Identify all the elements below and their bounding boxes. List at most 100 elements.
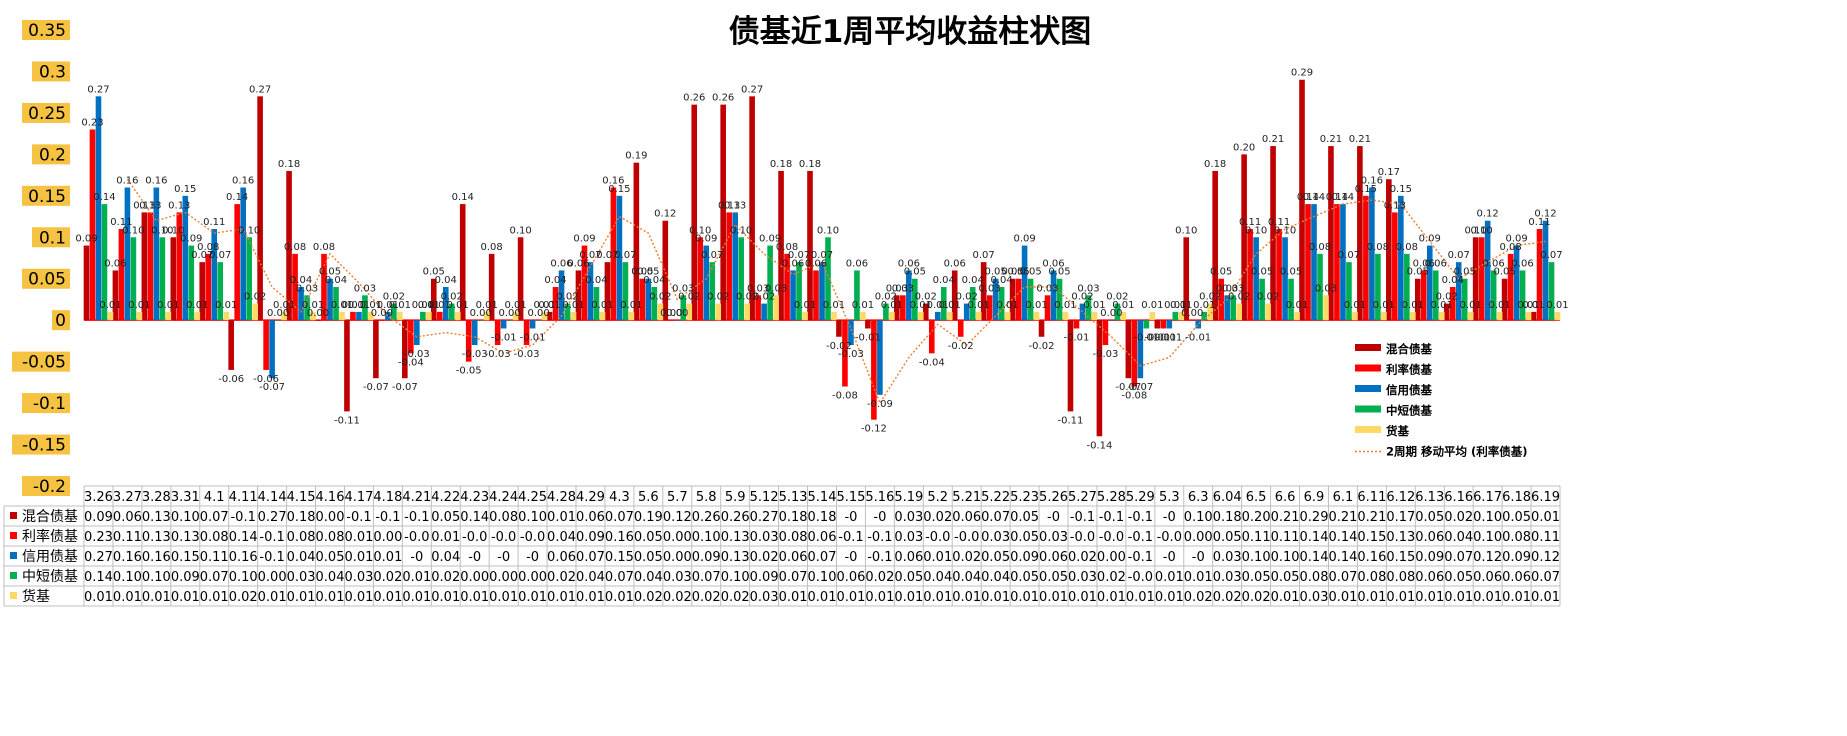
- bar: [657, 303, 664, 321]
- bar: [275, 320, 281, 321]
- table-cell: 0.06: [1415, 570, 1444, 585]
- table-legend-key: [10, 592, 17, 599]
- bar: [575, 270, 582, 321]
- table-cell: -0.0: [520, 530, 545, 545]
- table-cell: 0.07: [779, 570, 808, 585]
- data-label: -0.06: [253, 374, 279, 385]
- table-cell: 0.05: [316, 550, 345, 565]
- data-label: 0.05: [319, 267, 341, 278]
- data-label: 0.01: [1054, 300, 1076, 311]
- table-cell: 0.00: [316, 510, 345, 525]
- table-cell: 0.08: [489, 510, 518, 525]
- table-cell: 0.02: [1444, 510, 1473, 525]
- table-category: 5.2: [927, 490, 948, 505]
- table-cell: 0.21: [1271, 510, 1300, 525]
- table-cell: 0.01: [547, 510, 576, 525]
- data-label: 0.01: [1517, 300, 1539, 311]
- data-label: -0.01: [1133, 332, 1159, 343]
- data-label: 0.01: [412, 300, 434, 311]
- bar: [552, 287, 559, 321]
- table-category: 4.25: [518, 490, 547, 505]
- table-category: 4.28: [547, 490, 576, 505]
- data-label: 0.08: [197, 242, 219, 253]
- bar: [986, 295, 993, 321]
- data-label: 0.02: [753, 292, 775, 303]
- table-category: 6.04: [1213, 490, 1242, 505]
- bar: [448, 303, 455, 321]
- data-label: 0.14: [1332, 192, 1354, 203]
- data-label: 0.01: [591, 300, 613, 311]
- data-label: -0.01: [1144, 332, 1170, 343]
- bar: [240, 187, 246, 321]
- table-category: 5.8: [696, 490, 717, 505]
- table-cell: 0.05: [1213, 530, 1242, 545]
- data-label: 0.01: [377, 300, 399, 311]
- table-cell: 0.26: [721, 510, 750, 525]
- table-cell: 0.01: [1531, 590, 1560, 605]
- bar: [998, 287, 1005, 321]
- data-label: 0.05: [637, 267, 659, 278]
- bar: [796, 262, 802, 321]
- table-cell: 0.09: [1502, 550, 1531, 565]
- data-label: 0.06: [805, 258, 827, 269]
- bar: [176, 212, 183, 321]
- table-category: 6.9: [1304, 490, 1325, 505]
- legend-label: 2周期 移动平均 (利率债基): [1386, 445, 1528, 459]
- table-cell: 0.03: [1213, 570, 1242, 585]
- table-cell: 0.01: [1271, 590, 1300, 605]
- table-cell: 0.04: [547, 530, 576, 545]
- bar: [767, 245, 773, 321]
- data-label: 0.02: [736, 292, 758, 303]
- y-axis: 0.35 0.3 0.25 0.2 0.15 0.1 0.05 0 -0.05 -0.1 -0.15…: [12, 20, 70, 497]
- data-label: 0.05: [423, 267, 445, 278]
- bar: [963, 303, 970, 321]
- bar: [217, 262, 224, 321]
- table-cell: -0: [526, 550, 539, 565]
- table-cell: 0.11: [1531, 530, 1560, 545]
- bar: [356, 311, 362, 321]
- table-cell: 0.23: [84, 530, 113, 545]
- table-category: 4.18: [373, 490, 402, 505]
- data-label: 0.08: [1499, 242, 1521, 253]
- data-label: 0.02: [678, 292, 700, 303]
- table-cell: 0.06: [836, 570, 865, 585]
- data-label: 0.01: [1286, 300, 1308, 311]
- table-cell: 0.01: [344, 550, 373, 565]
- table-cell: 0.03: [894, 510, 923, 525]
- legend-swatch: [1355, 364, 1381, 372]
- bar: [1131, 320, 1138, 387]
- table-cell: 0.02: [547, 570, 576, 585]
- table-cell: 0.08: [779, 530, 808, 545]
- data-label: 0.10: [1274, 225, 1296, 236]
- data-label: 0.07: [614, 250, 636, 261]
- bar: [790, 270, 796, 321]
- table-cell: 0.02: [431, 570, 460, 585]
- bar: [408, 320, 414, 354]
- data-label: -0.07: [363, 382, 389, 393]
- data-label: 0.00: [470, 308, 492, 319]
- data-label: 0.16: [145, 176, 167, 187]
- data-label: 0.04: [962, 275, 984, 286]
- table-category: 3.28: [142, 490, 171, 505]
- table-cell: 0.05: [634, 530, 663, 545]
- data-label: 0.02: [383, 292, 405, 303]
- data-label: 0.00: [1100, 308, 1122, 319]
- table-cell: 0.01: [200, 590, 229, 605]
- table-cell: 0.00: [460, 570, 489, 585]
- bar: [1178, 311, 1185, 321]
- table-cell: 0.15: [1386, 550, 1415, 565]
- table-cell: 0.03: [750, 590, 779, 605]
- data-label: -0.01: [520, 332, 546, 343]
- table-cell: -0.1: [259, 530, 284, 545]
- bar: [483, 311, 490, 321]
- table-cell: 0.01: [1039, 590, 1068, 605]
- data-label: 0.01: [620, 300, 642, 311]
- bar: [912, 278, 918, 321]
- bar: [1137, 320, 1144, 379]
- table-cell: 0.06: [113, 510, 142, 525]
- bar: [831, 311, 837, 321]
- data-label: 0.01: [1083, 300, 1105, 311]
- table-category: 5.16: [865, 490, 894, 505]
- table-cell: 0.11: [1242, 530, 1271, 545]
- table-cell: 0.05: [1010, 570, 1039, 585]
